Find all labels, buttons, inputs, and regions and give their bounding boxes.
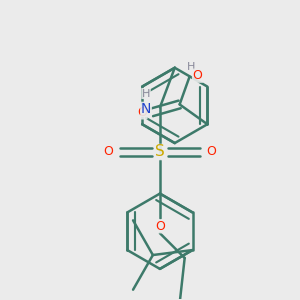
- Text: O: O: [206, 146, 216, 158]
- Text: O: O: [103, 146, 113, 158]
- Text: H: H: [187, 62, 196, 72]
- Text: N: N: [141, 102, 151, 116]
- Text: H: H: [142, 88, 150, 98]
- Text: O: O: [193, 69, 202, 82]
- Text: O: O: [137, 106, 147, 119]
- Text: O: O: [155, 220, 165, 233]
- Text: S: S: [155, 145, 165, 160]
